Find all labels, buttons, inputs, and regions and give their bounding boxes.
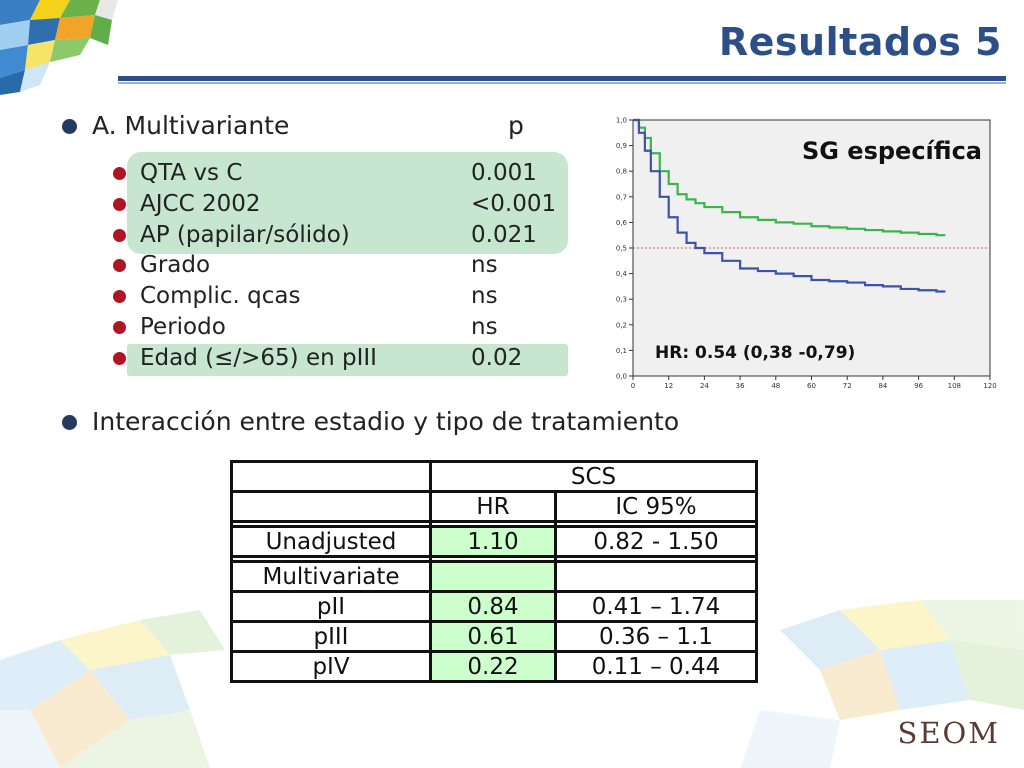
chart-title: SG específica xyxy=(802,137,982,165)
row-label: pII xyxy=(230,590,432,623)
bullet-dot-icon xyxy=(113,167,126,180)
title-underline xyxy=(118,76,1006,81)
hr-value: 1.10 xyxy=(429,525,557,558)
multivariante-label: A. Multivariante xyxy=(92,111,290,140)
table-row: Unadjusted 1.10 0.82 - 1.50 xyxy=(230,525,758,558)
survival-chart: 0 12 24 36 48 60 72 84 96 108 120 0,0 0,1 0,2 0,3 0,4 0,… xyxy=(616,117,997,391)
list-item: Grado ns xyxy=(113,252,573,283)
hr-value xyxy=(429,560,557,593)
x-tick-label: 12 xyxy=(664,382,673,390)
slide-title: Resultados 5 xyxy=(718,20,1002,64)
highlight-edad-row xyxy=(127,344,568,376)
survival-curve-1 xyxy=(633,118,946,237)
x-tick-label: 108 xyxy=(948,382,961,390)
y-tick-label: 0,0 xyxy=(616,373,627,381)
y-tick-label: 0,1 xyxy=(616,347,627,355)
mosaic-decoration xyxy=(0,600,1024,768)
y-tick-label: 0,9 xyxy=(616,142,627,150)
x-tick-label: 24 xyxy=(700,382,709,390)
bullet-dot-icon xyxy=(62,415,77,430)
bullet-dot-icon xyxy=(113,259,126,272)
y-tick-label: 0,6 xyxy=(616,219,628,227)
list-item: QTA vs C 0.001 xyxy=(113,160,573,191)
ic-value: 0.36 – 1.1 xyxy=(554,620,758,653)
x-tick-label: 36 xyxy=(736,382,745,390)
table-spacer xyxy=(230,520,758,528)
table-row: pIV 0.22 0.11 – 0.44 xyxy=(230,650,758,683)
interaccion-label: Interacción entre estadio y tipo de trat… xyxy=(92,407,680,436)
table-cell-empty xyxy=(230,490,432,523)
y-tick-label: 0,8 xyxy=(616,168,627,176)
col-header-ic: IC 95% xyxy=(554,490,758,523)
ic-value: 0.11 – 0.44 xyxy=(554,650,758,683)
ic-value: 0.82 - 1.50 xyxy=(554,525,758,558)
y-tick-label: 0,4 xyxy=(616,270,628,278)
y-tick-label: 0,3 xyxy=(616,296,627,304)
list-item: Periodo ns xyxy=(113,314,573,345)
row-label: Unadjusted xyxy=(230,525,432,558)
list-item: Complic. qcas ns xyxy=(113,283,573,314)
x-tick-label: 84 xyxy=(878,382,887,390)
hr-value: 0.61 xyxy=(429,620,557,653)
y-tick-label: 0,7 xyxy=(616,193,627,201)
x-tick-label: 96 xyxy=(914,382,923,390)
x-tick-label: 60 xyxy=(807,382,816,390)
title-underline-shadow xyxy=(118,82,1006,84)
x-tick-label: 120 xyxy=(983,382,996,390)
table-row: pIII 0.61 0.36 – 1.1 xyxy=(230,620,758,653)
ic-value: 0.41 – 1.74 xyxy=(554,590,758,623)
table-cell-empty xyxy=(230,460,432,493)
table-row: pII 0.84 0.41 – 1.74 xyxy=(230,590,758,623)
table-row: SCS xyxy=(230,460,758,493)
mosaic-logo xyxy=(0,0,118,95)
hr-annotation: HR: 0.54 (0,38 -0,79) xyxy=(655,343,855,363)
hr-value: 0.22 xyxy=(429,650,557,683)
list-item: AJCC 2002 <0.001 xyxy=(113,191,573,222)
list-item: AP (papilar/sólido) 0.021 xyxy=(113,222,573,253)
multivariante-heading: A. Multivariante p xyxy=(62,111,582,145)
x-tick-label: 72 xyxy=(843,382,852,390)
bullet-dot-icon xyxy=(113,198,126,211)
y-tick-label: 0,2 xyxy=(616,321,627,329)
list-item: Edad (≤/>65) en pIII 0.02 xyxy=(113,345,573,376)
row-label: pIV xyxy=(230,650,432,683)
col-header-hr: HR xyxy=(429,490,557,523)
bullet-dot-icon xyxy=(113,321,126,334)
row-label: Multivariate xyxy=(230,560,432,593)
hr-value: 0.84 xyxy=(429,590,557,623)
hr-table: SCS HR IC 95% Unadjusted 1.10 0.82 - 1.5… xyxy=(230,460,758,683)
bullet-dot-icon xyxy=(113,352,126,365)
bullet-dot-icon xyxy=(62,119,77,134)
y-tick-label: 0,5 xyxy=(616,245,627,253)
table-spacer xyxy=(230,555,758,563)
table-row: HR IC 95% xyxy=(230,490,758,523)
x-tick-label: 48 xyxy=(771,382,780,390)
group-header: SCS xyxy=(429,460,758,493)
highlight-significant-rows xyxy=(127,152,568,254)
ic-value xyxy=(554,560,758,593)
seom-logo-text: SEOM xyxy=(897,716,1000,750)
row-label: pIII xyxy=(230,620,432,653)
interaccion-heading: Interacción entre estadio y tipo de trat… xyxy=(62,407,782,441)
bullet-dot-icon xyxy=(113,290,126,303)
p-column-header: p xyxy=(508,111,524,140)
bullet-dot-icon xyxy=(113,229,126,242)
x-tick-label: 0 xyxy=(631,382,635,390)
survival-curve-2 xyxy=(633,118,946,293)
table-row: Multivariate xyxy=(230,560,758,593)
y-tick-label: 1,0 xyxy=(616,117,627,125)
